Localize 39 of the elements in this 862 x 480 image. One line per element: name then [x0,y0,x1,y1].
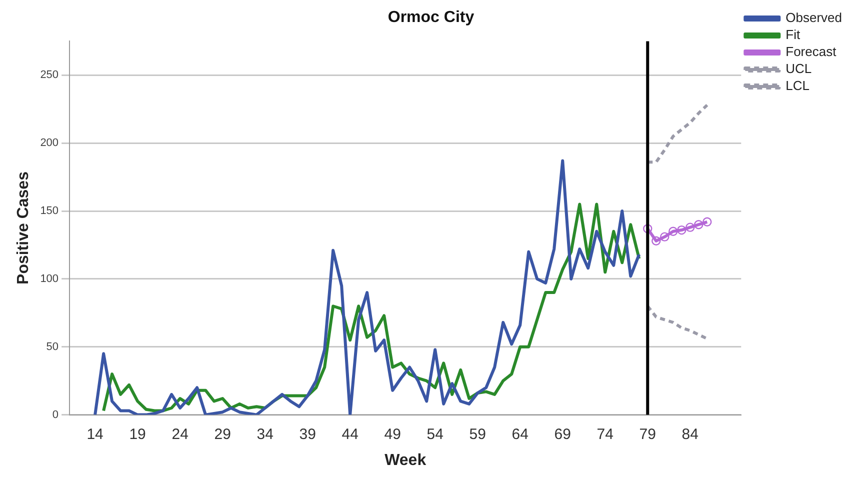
x-tick-label: 14 [86,426,104,443]
x-tick-label: 49 [384,426,401,443]
y-tick-label: 200 [40,137,59,150]
point [686,222,695,232]
point [660,232,670,242]
y-axis-title: Positive Cases [15,171,32,284]
y-tick-label: 0 [52,408,59,421]
x-tick-label: 69 [554,426,571,443]
point [652,236,661,246]
legend-label: Forecast [786,44,837,60]
point [702,217,712,226]
x-tick-label: 34 [256,426,274,443]
y-tick-label: 100 [40,272,59,285]
x-tick-label: 24 [172,426,188,443]
x-axis-title: Week [384,452,426,469]
point [643,224,652,234]
point [694,220,704,230]
y-tick-label: 50 [46,340,59,353]
x-tick-label: 54 [426,426,444,443]
line-series [646,304,709,340]
x-tick-label: 59 [469,426,486,443]
point [677,225,686,235]
y-tick-label: 150 [40,205,59,218]
x-tick-label: 29 [214,426,231,443]
line-series [646,104,709,164]
legend-label: Fit [786,27,800,42]
chart-title: Ormoc City [388,9,474,26]
x-tick-label: 79 [639,426,656,443]
x-tick-label: 64 [512,426,528,443]
x-tick-label: 74 [596,426,614,443]
x-tick-label: 44 [342,426,358,443]
legend-label: UCL [786,61,812,76]
point [668,226,678,236]
legend-label: Observed [786,10,842,26]
x-tick-label: 19 [129,426,146,443]
legend-label: LCL [786,78,810,94]
y-tick-label: 250 [40,69,59,82]
x-tick-label: 39 [299,426,316,443]
x-tick-label: 84 [682,426,698,443]
